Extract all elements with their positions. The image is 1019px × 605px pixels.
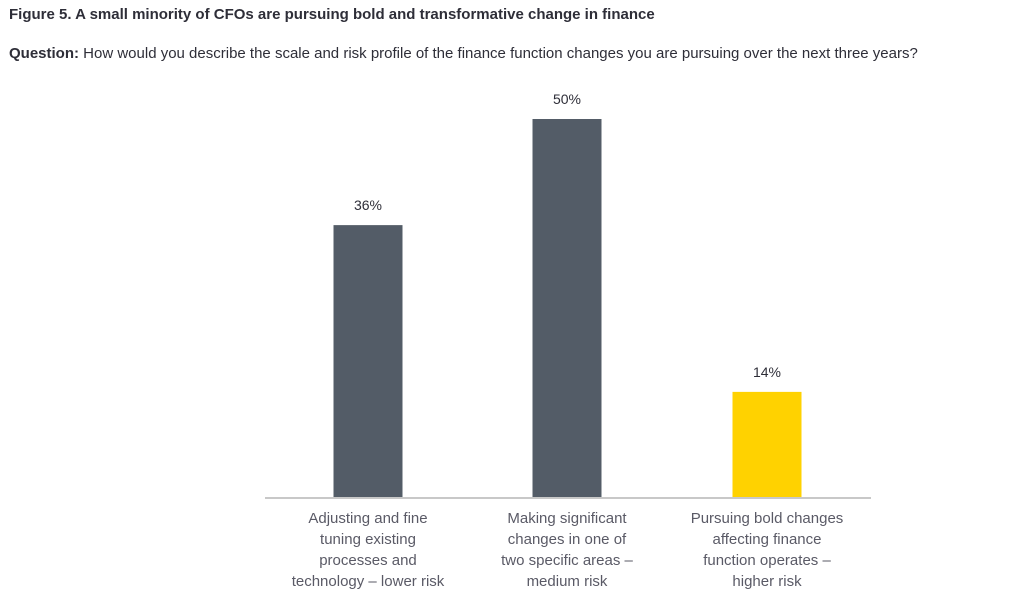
- value-label-1: 36%: [354, 197, 382, 213]
- value-label-2: 50%: [553, 91, 581, 107]
- figure-title: Figure 5. A small minority of CFOs are p…: [9, 6, 655, 23]
- value-labels: 36% 50% 14%: [354, 91, 781, 380]
- bar-3: [732, 391, 802, 498]
- question-label: Question:: [9, 45, 79, 62]
- category-label-1: Adjusting and fine tuning existing process…: [292, 510, 445, 590]
- question: Question: How would you describe the sca…: [9, 45, 918, 62]
- category-label-2: Making significant changes in one of two s…: [501, 510, 633, 590]
- question-text: How would you describe the scale and ris…: [83, 45, 918, 62]
- bars: [333, 119, 802, 498]
- bar-1: [333, 225, 403, 498]
- value-label-3: 14%: [753, 364, 781, 380]
- category-label-3: Pursuing bold changes affecting finance fu…: [691, 510, 844, 590]
- category-labels: Adjusting and fine tuning existing process…: [292, 510, 844, 590]
- bar-2: [532, 119, 602, 498]
